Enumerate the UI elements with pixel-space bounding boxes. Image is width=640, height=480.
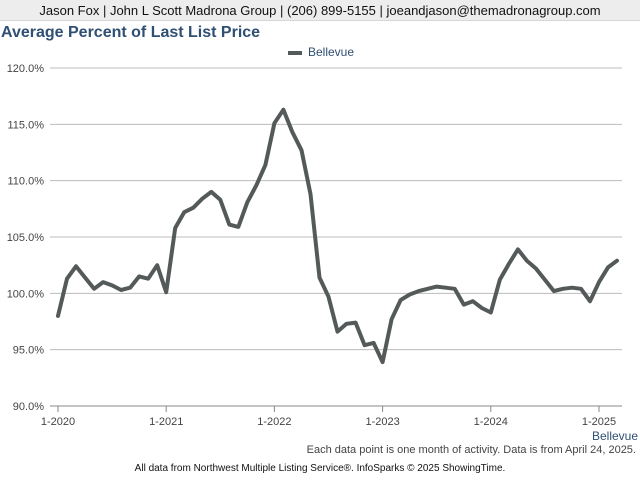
y-tick-label: 115.0%: [8, 119, 45, 131]
header-banner: Jason Fox | John L Scott Madrona Group |…: [0, 0, 640, 21]
x-tick-label: 1-2020: [41, 416, 75, 428]
footnote: Each data point is one month of activity…: [306, 444, 636, 456]
x-tick-label: 1-2024: [474, 416, 508, 428]
grid-lines: [50, 67, 622, 407]
series-line-bellevue: [56, 107, 619, 365]
y-tick-label: 110.0%: [8, 176, 45, 188]
legend-label: Bellevue: [308, 45, 355, 59]
legend-swatch: [288, 50, 302, 55]
footer-credits: All data from Northwest Multiple Listing…: [134, 463, 506, 474]
y-tick-label: 90.0%: [13, 401, 44, 413]
y-tick-label: 120.0%: [7, 63, 45, 75]
y-tick-label: 105.0%: [7, 232, 45, 244]
y-tick-label: 100.0%: [7, 288, 45, 300]
series-lines: [56, 107, 619, 365]
x-tick-label: 1-2023: [365, 416, 399, 428]
x-tick-label: 1-2021: [149, 416, 183, 428]
x-axis-ticks: 1-2020 1-2021 1-2022 1-2023 1-2024 1-2025: [41, 406, 616, 428]
series-end-label: Bellevue: [591, 429, 638, 443]
legend: Bellevue: [288, 45, 354, 59]
y-tick-label: 95.0%: [13, 345, 44, 357]
x-tick-label: 1-2025: [582, 416, 616, 428]
chart-title: Average Percent of Last List Price: [1, 24, 261, 41]
x-tick-label: 1-2022: [257, 416, 291, 428]
y-axis-ticks: 90.0% 95.0% 100.0% 105.0% 110.0% 115.0% 120.0%: [7, 63, 45, 413]
